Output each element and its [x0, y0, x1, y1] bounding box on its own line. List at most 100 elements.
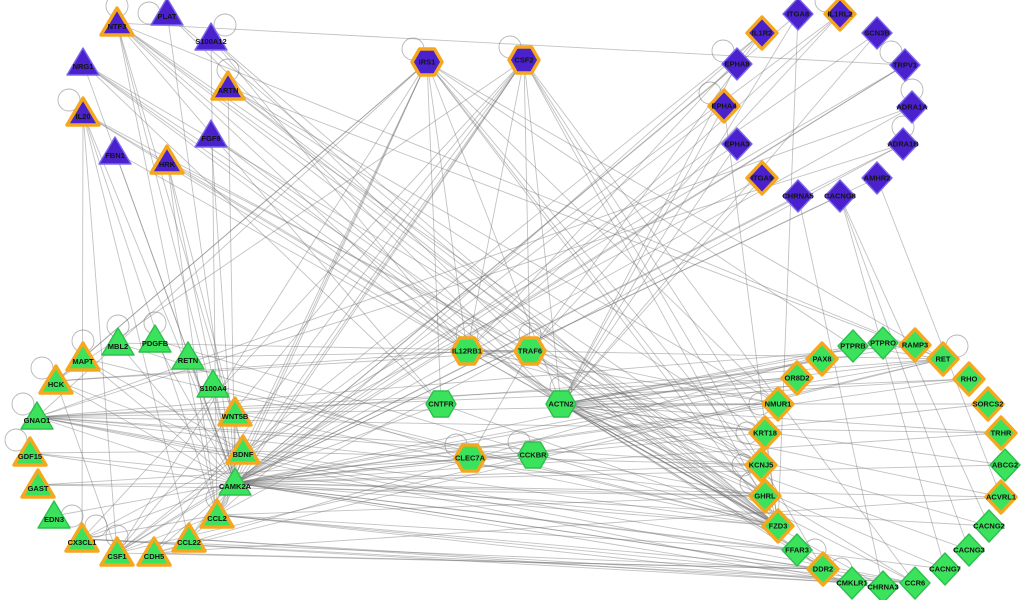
edge-NTF3-CCL2[interactable] — [116, 22, 218, 516]
node-FFAR3[interactable]: FFAR3 — [781, 533, 813, 567]
node-EPHA3[interactable]: EPHA3 — [721, 127, 753, 161]
node-CLEC7A[interactable]: CLEC7A — [453, 443, 487, 473]
edge-ADRA1B-CCL2[interactable] — [216, 143, 904, 516]
edge-S100A12-FZD3[interactable] — [210, 37, 779, 527]
edge-CAMK2A-KRT18[interactable] — [234, 432, 766, 484]
edge-ACTN2-CHRNA3[interactable] — [560, 403, 884, 588]
edge-CCL2-FFAR3[interactable] — [216, 514, 798, 551]
edge-CAMK2A-ACVRL1[interactable] — [234, 482, 1002, 498]
node-PAX8[interactable]: PAX8 — [805, 341, 839, 377]
node-SORCS2[interactable]: SORCS2 — [971, 386, 1005, 422]
edge-ARTN-NMUR1[interactable] — [227, 86, 779, 405]
edge-NRG1-FZD3[interactable] — [82, 62, 779, 527]
node-CACNG8[interactable]: CACNG8 — [824, 179, 856, 213]
edge-GNAO1-RHO[interactable] — [36, 378, 970, 418]
edge-ACTN2-RET[interactable] — [560, 358, 944, 405]
edge-GDF15-FZD3[interactable] — [29, 452, 779, 527]
edge-ARTN-RET[interactable] — [227, 86, 944, 360]
edge-IL20-CAMK2A[interactable] — [82, 112, 236, 484]
edge-PDGFB-FZD3[interactable] — [154, 339, 779, 527]
edge-CAMK2A-GDF15[interactable] — [29, 452, 236, 484]
edge-IL20-CSF1[interactable] — [82, 112, 118, 554]
edge-EPHA3-ACTN2[interactable] — [560, 143, 738, 405]
edge-CCKBR-GNAO1[interactable] — [36, 416, 534, 456]
node-CNTFR[interactable]: CNTFR — [425, 390, 457, 418]
edge-IRS1-CNTFR[interactable] — [426, 61, 442, 405]
edge-NTF3-BDNF[interactable] — [116, 22, 244, 452]
edge-CCL2-GHRL[interactable] — [216, 495, 766, 516]
edge-BDNF-FZD3[interactable] — [242, 450, 779, 527]
edge-ADRA1B-GNAO1[interactable] — [36, 143, 904, 418]
edge-CHRNA5-CAMK2A[interactable] — [234, 195, 799, 484]
edge-ACTN2-CCR6[interactable] — [560, 403, 916, 584]
node-GDF15[interactable]: GDF15 — [12, 436, 48, 467]
edge-CAMK2A-CMKLR1[interactable] — [234, 482, 853, 584]
edge-GNAO1-GHRL[interactable] — [36, 416, 766, 497]
node-HRK[interactable]: HRK — [149, 144, 185, 175]
edge-MAPT-FZD3[interactable] — [82, 357, 779, 527]
edge-EPHA3-CAMK2A[interactable] — [234, 143, 738, 484]
edge-BDNF-GDF15[interactable] — [29, 450, 244, 454]
edge-TRAF6-NMUR1[interactable] — [529, 350, 779, 405]
edge-IRS1-MAPT[interactable] — [82, 61, 428, 359]
edge-IRS1-GHRL[interactable] — [426, 61, 766, 497]
edge-CSF2-IL12RB1[interactable] — [466, 59, 525, 352]
edge-FBN1-CAMK2A[interactable] — [114, 151, 236, 484]
edge-GNAO1-CMKLR1[interactable] — [36, 416, 853, 584]
edge-CSF2-CCR6[interactable] — [523, 59, 916, 584]
edge-CSF2-KRT18[interactable] — [523, 59, 766, 434]
edge-ACTN2-RHO[interactable] — [560, 378, 970, 405]
edge-IRS1-HCK[interactable] — [55, 61, 428, 382]
edge-CX3CL1-CCR6[interactable] — [81, 538, 916, 584]
edge-CAMK2A-GAST[interactable] — [37, 482, 236, 486]
edge-AMHR2-ACVRL1[interactable] — [876, 177, 1002, 498]
node-EDN3[interactable]: EDN3 — [37, 500, 71, 529]
edge-CSF2-HCK[interactable] — [55, 59, 525, 382]
node-PDGFB[interactable]: PDGFB — [138, 324, 172, 353]
edge-CACNG8-CACNG7[interactable] — [839, 195, 946, 570]
edge-CAMK2A-RHO[interactable] — [234, 378, 970, 484]
edge-GNAO1-CCR6[interactable] — [36, 416, 916, 584]
edge-GNAO1-FFAR3[interactable] — [36, 416, 798, 551]
edge-ARTN-KRT18[interactable] — [227, 86, 766, 434]
edge-CHRNA5-CHRNA3[interactable] — [797, 195, 884, 588]
edge-TRPV1-BDNF[interactable] — [242, 64, 906, 452]
edge-IRS1-BDNF[interactable] — [242, 61, 428, 452]
edge-CSF1-DDR2[interactable] — [116, 552, 824, 570]
edge-CSF2-FZD3[interactable] — [523, 59, 779, 527]
edge-ITGA9-ACTN2[interactable] — [560, 177, 763, 405]
edge-CAMK2A-PDGFB[interactable] — [154, 339, 236, 484]
node-NTF3[interactable]: NTF3 — [99, 6, 135, 37]
edge-CACNG8-CACNG3[interactable] — [839, 195, 970, 551]
node-AMHR2[interactable]: AMHR2 — [861, 161, 893, 195]
edge-IRS1-PTPRB[interactable] — [426, 61, 854, 347]
edge-IL1RL2-TRAF6[interactable] — [529, 13, 841, 352]
edge-IL12RB1-FZD3[interactable] — [466, 350, 779, 527]
edge-HRK-CAMK2A[interactable] — [166, 160, 236, 484]
edge-PTPRB-CDH5[interactable] — [153, 345, 854, 554]
node-ITGA8[interactable]: ITGA8 — [782, 0, 814, 31]
edge-ACTN2-FFAR3[interactable] — [560, 403, 798, 551]
edge-NRG1-ACTN2[interactable] — [82, 62, 562, 405]
node-KRT18[interactable]: KRT18 — [748, 415, 782, 451]
edge-CCL2-CX3CL1[interactable] — [81, 514, 218, 540]
edge-CAMK2A-PAX8[interactable] — [234, 358, 823, 484]
edge-CDH5-ACVRL1[interactable] — [153, 496, 1002, 554]
node-CHRNA3[interactable]: CHRNA3 — [867, 570, 899, 600]
edge-NRG1-CAMK2A[interactable] — [82, 62, 236, 484]
edge-ACTN2-PAX8[interactable] — [560, 358, 823, 405]
edge-IRS1-CCL2[interactable] — [216, 61, 428, 516]
node-TRAF6[interactable]: TRAF6 — [513, 336, 547, 366]
edge-CSF2-CSF1[interactable] — [116, 59, 525, 554]
node-GAST[interactable]: GAST — [20, 468, 56, 499]
edge-CSF2-ACTN2[interactable] — [523, 59, 562, 405]
edge-CAMK2A-CCR6[interactable] — [234, 482, 916, 584]
node-CSF2[interactable]: CSF2 — [507, 45, 541, 75]
edge-ITGA8-FZD3[interactable] — [777, 13, 799, 527]
edge-CCL2-CSF1[interactable] — [116, 514, 218, 554]
edge-ACTN2-KCNJ5[interactable] — [560, 403, 762, 466]
edge-CAMK2A-NMUR1[interactable] — [234, 403, 779, 484]
edge-FGF9-ACTN2[interactable] — [210, 134, 562, 405]
edge-TRPV1-CAMK2A[interactable] — [234, 64, 906, 484]
edge-HRK-CCL2[interactable] — [166, 160, 218, 516]
